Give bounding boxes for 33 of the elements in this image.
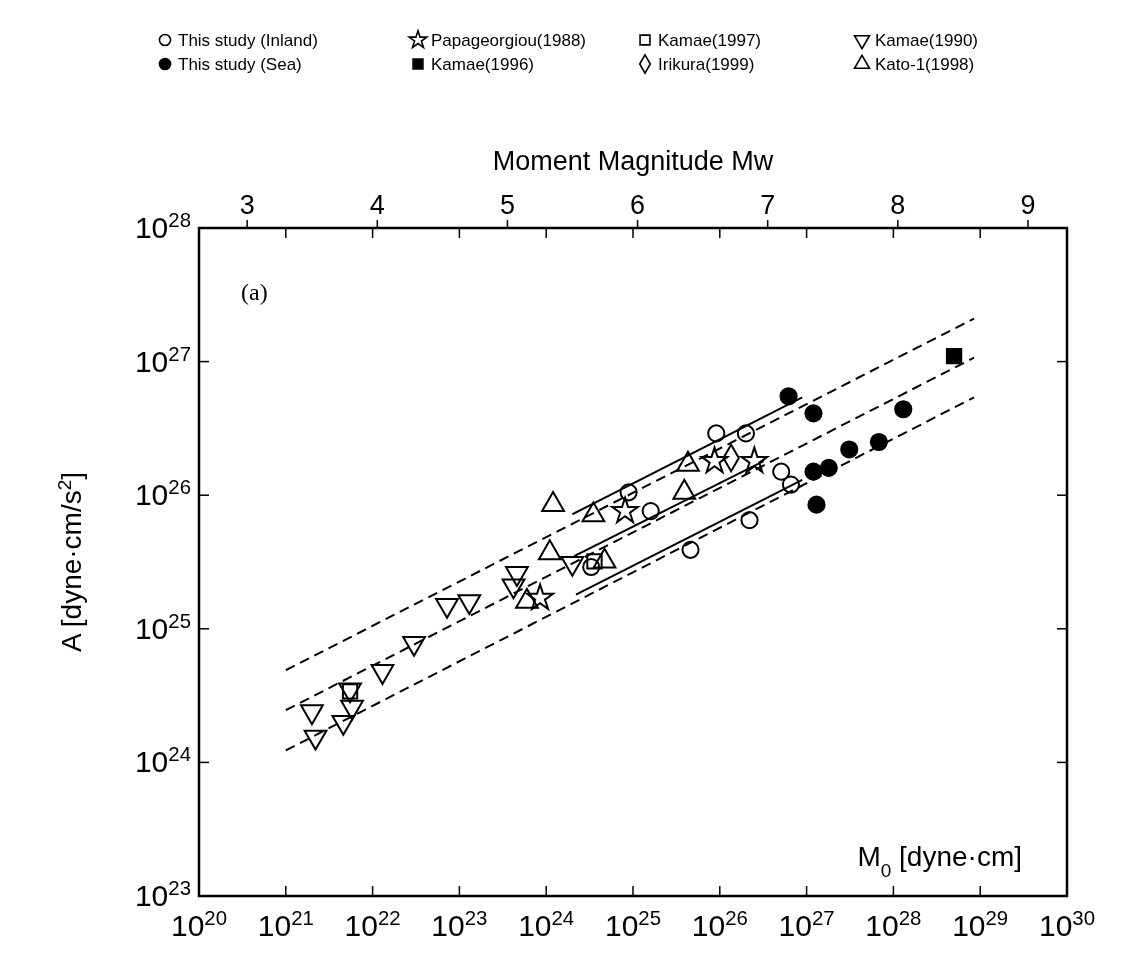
x2-tick-label: 6 bbox=[630, 190, 646, 220]
legend-label: Kamae(1997) bbox=[658, 31, 762, 50]
x-tick-label: 10$^{30}$ bbox=[1038, 907, 1096, 942]
x2-tick-label: 4 bbox=[369, 190, 385, 220]
x2-tick-label: 7 bbox=[760, 190, 776, 220]
x2-tick-label: 3 bbox=[239, 190, 255, 220]
x2-axis-title: Moment Magnitude Mw bbox=[492, 146, 774, 176]
legend-label: This study (Sea) bbox=[178, 55, 302, 74]
y-tick-label: 10$^{24}$ bbox=[134, 743, 191, 779]
legend-label: Kamae(1990) bbox=[875, 31, 979, 50]
x-tick-label: 10$^{29}$ bbox=[952, 907, 1009, 942]
y-tick-label: 10$^{27}$ bbox=[134, 342, 191, 378]
legend-label: Kamae(1996) bbox=[431, 55, 535, 74]
y-tick-label: 10$^{25}$ bbox=[134, 609, 191, 645]
legend-label: Irikura(1999) bbox=[658, 55, 755, 74]
x2-tick-label: 8 bbox=[890, 190, 906, 220]
x-tick-label: 10$^{22}$ bbox=[344, 907, 401, 942]
x2-tick-label: 9 bbox=[1020, 190, 1036, 220]
legend-label: This study (Inland) bbox=[178, 31, 318, 50]
x-tick-label: 10$^{23}$ bbox=[431, 907, 488, 942]
x-tick-label: 10$^{25}$ bbox=[604, 907, 662, 942]
x-tick-label: 10$^{28}$ bbox=[865, 907, 922, 942]
x-tick-label: 10$^{26}$ bbox=[691, 907, 748, 942]
y-tick-label: 10$^{26}$ bbox=[134, 476, 191, 512]
x-tick-label: 10$^{27}$ bbox=[778, 907, 835, 942]
y-tick-label: 10$^{28}$ bbox=[134, 209, 191, 244]
legend-label: Kato-1(1998) bbox=[875, 55, 975, 74]
x-tick-label: 10$^{24}$ bbox=[518, 907, 575, 942]
x-tick-label: 10$^{21}$ bbox=[257, 907, 314, 942]
x2-tick-label: 5 bbox=[499, 190, 515, 220]
annotation: (a) bbox=[241, 279, 268, 305]
legend-label: Papageorgiou(1988) bbox=[431, 31, 587, 50]
x-axis-title: M$_{0}$ [dyne·cm] bbox=[857, 841, 1022, 881]
